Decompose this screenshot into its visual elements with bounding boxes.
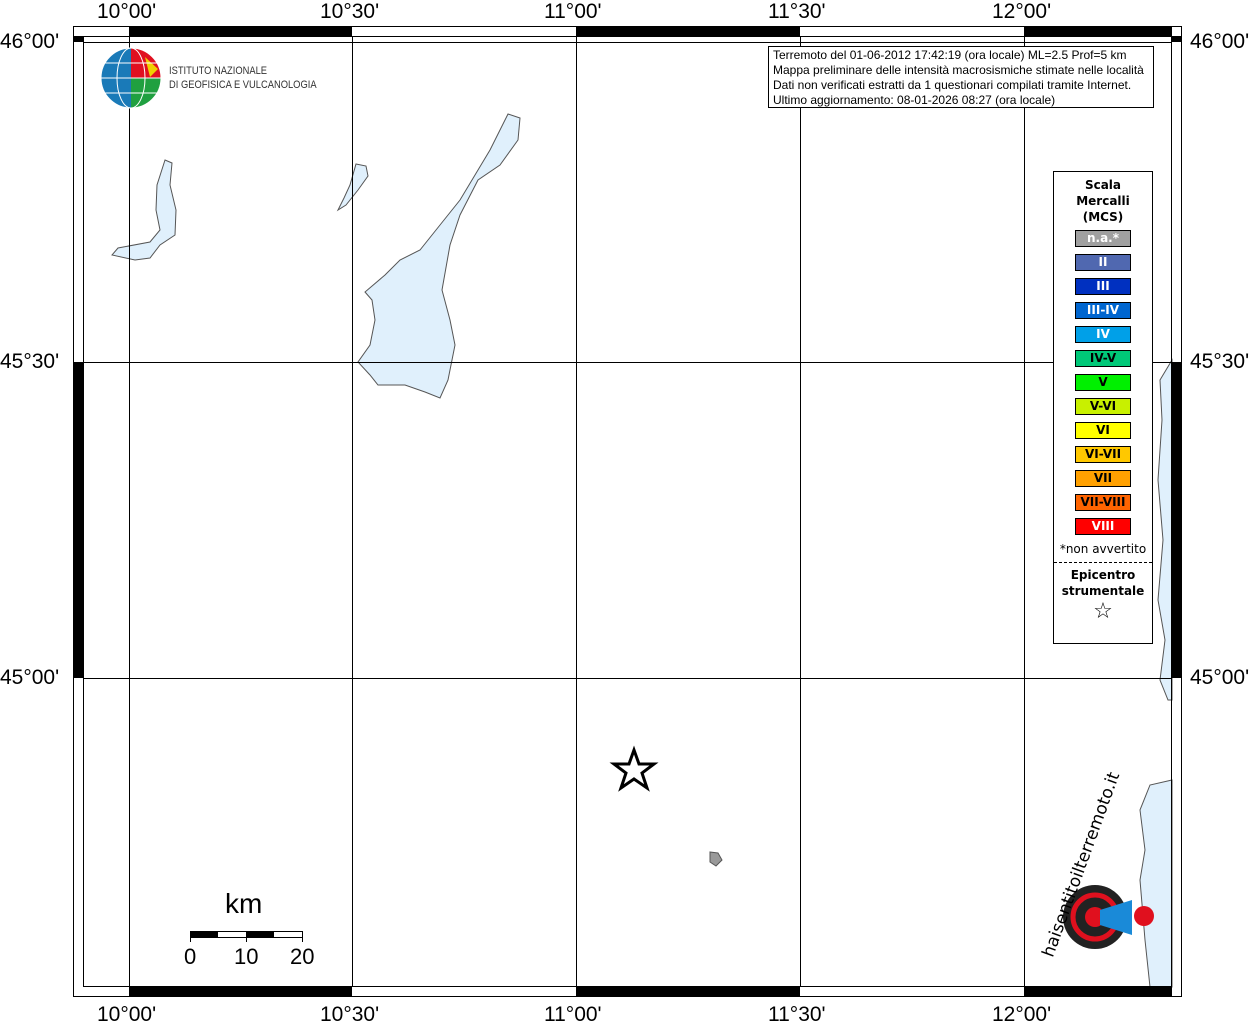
lat-label-right: 46°00'	[1190, 30, 1250, 53]
legend-swatch: III	[1075, 278, 1131, 295]
event-info-box: Terremoto del 01-06-2012 17:42:19 (ora l…	[768, 46, 1154, 108]
lake-iseo	[111, 159, 177, 261]
small-lake	[709, 851, 723, 867]
legend-swatch: V	[1075, 374, 1131, 391]
lake-garda	[357, 113, 521, 399]
legend-swatch: VI-VII	[1075, 446, 1131, 463]
lat-label-left: 45°00'	[0, 666, 60, 689]
lon-label-top: 10°00'	[97, 0, 157, 23]
legend-swatch: V-VI	[1075, 398, 1131, 415]
epicenter-star-icon	[609, 745, 659, 792]
graticule	[83, 36, 1172, 987]
legend-swatch: VII-VIII	[1075, 494, 1131, 511]
lat-label-left: 45°30'	[0, 350, 60, 373]
lon-label-bottom: 11°00'	[544, 1003, 602, 1026]
ingv-globe-logo	[100, 47, 162, 109]
legend-swatch: II	[1075, 254, 1131, 271]
lon-label-bottom: 12°00'	[992, 1003, 1052, 1026]
frame-ticks	[74, 27, 1181, 996]
lon-label-bottom: 11°30'	[768, 1003, 826, 1026]
lon-label-top: 11°00'	[544, 0, 602, 23]
legend-swatch: IV	[1075, 326, 1131, 343]
terremoto-logo: haisentitoilterremoto.it	[1039, 769, 1154, 960]
lon-label-top: 12°00'	[992, 0, 1052, 23]
legend-swatch: IV-V	[1075, 350, 1131, 367]
lon-label-top: 10°30'	[320, 0, 380, 23]
legend-swatch: VIII	[1075, 518, 1131, 535]
lon-label-bottom: 10°30'	[320, 1003, 380, 1026]
legend-swatch: III-IV	[1075, 302, 1131, 319]
lat-label-right: 45°00'	[1190, 666, 1250, 689]
mercalli-legend: Scala Mercalli (MCS) n.a.* II III III-IV IV IV-…	[1053, 171, 1153, 644]
legend-swatch: n.a.*	[1075, 230, 1131, 247]
institute-name: ISTITUTO NAZIONALE DI GEOFISICA E VULCAN…	[169, 65, 317, 91]
legend-swatch: VI	[1075, 422, 1131, 439]
lat-label-right: 45°30'	[1190, 350, 1250, 373]
adriatic-sea-south	[1139, 779, 1173, 988]
lon-label-bottom: 10°00'	[97, 1003, 157, 1026]
lat-label-left: 46°00'	[0, 30, 60, 53]
adriatic-sea	[1157, 358, 1173, 701]
lon-label-top: 11°30'	[768, 0, 826, 23]
epicenter-star-legend-icon: ☆	[1093, 599, 1113, 624]
legend-swatch: VII	[1075, 470, 1131, 487]
legend-note: *non avvertito	[1059, 542, 1147, 556]
